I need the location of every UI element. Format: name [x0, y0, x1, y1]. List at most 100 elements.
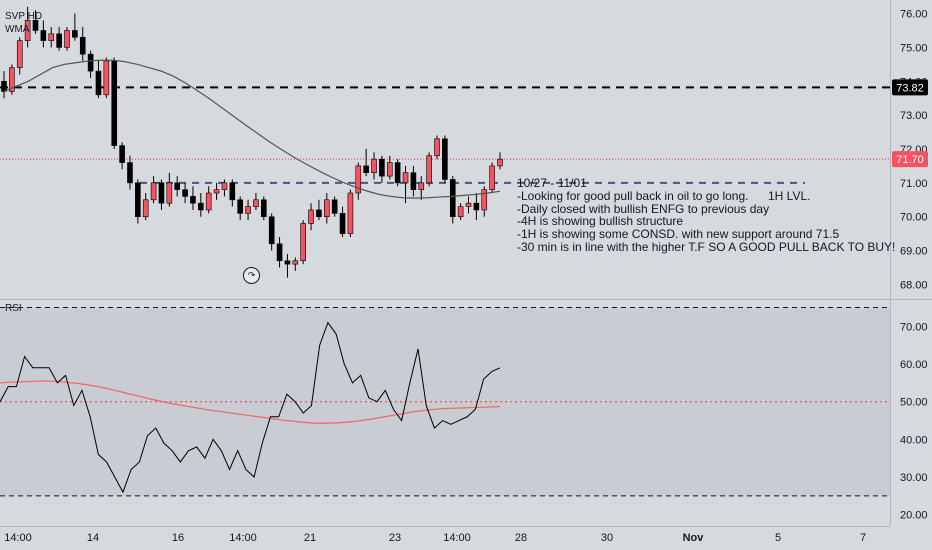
note-line: -30 min is in line with the higher T.F S… [517, 239, 896, 254]
candle-body [394, 162, 401, 184]
time-tick-label: Nov [683, 532, 705, 544]
candle-body [72, 30, 78, 38]
candle-body [339, 213, 346, 234]
price-tick-label: 69.00 [900, 246, 928, 258]
candle-body [347, 192, 354, 234]
candle-body [87, 53, 94, 72]
candle-body [308, 209, 314, 224]
candle-body [24, 20, 31, 41]
legend-symbol[interactable]: SVP HD [5, 11, 43, 22]
candle-body [253, 199, 259, 207]
candle-body [9, 67, 15, 92]
rsi-ma-line [0, 380, 501, 424]
candle-body [229, 182, 236, 201]
candle-body [48, 33, 55, 41]
legend-wma[interactable]: WMA [5, 24, 30, 35]
legend-rsi[interactable]: RSI [5, 303, 22, 314]
price-pane[interactable] [0, 6, 890, 278]
candle-body [1, 80, 7, 92]
rsi-tick-label: 60.00 [900, 359, 928, 371]
candle-body [481, 189, 488, 211]
candle-body [371, 158, 377, 174]
candle-body [221, 182, 228, 190]
candle-body [276, 243, 283, 262]
candle-body [103, 60, 110, 96]
candle-body [166, 182, 173, 204]
candle-body [426, 155, 432, 184]
candle-body [434, 138, 440, 157]
candle-body [331, 199, 338, 214]
time-tick-label: 7 [860, 532, 866, 544]
candle-body [402, 172, 409, 184]
time-tick-label: 30 [601, 532, 613, 544]
price-tick-label: 75.00 [900, 42, 928, 54]
candle-body [127, 162, 133, 184]
note-line: -Daily closed with bullish ENFG to previ… [517, 201, 770, 216]
price-tick-label: 71.00 [900, 178, 928, 190]
last-price-label: 71.70 [896, 154, 924, 166]
candle-body [119, 145, 125, 163]
candle-body [261, 199, 267, 218]
price-tick-label: 68.00 [900, 279, 928, 291]
candle-body [363, 165, 369, 174]
candle-body [56, 33, 62, 48]
candle-body [292, 260, 299, 265]
candle-body [32, 20, 39, 31]
candle-body [213, 189, 220, 194]
time-tick-label: 23 [389, 532, 401, 544]
time-tick-label: 14:00 [4, 532, 32, 544]
rsi-line [0, 321, 501, 494]
price-tick-label: 70.00 [900, 212, 928, 224]
candle-body [386, 162, 393, 177]
candle-body [237, 199, 243, 214]
candle-body [268, 216, 275, 245]
candle-body [95, 70, 102, 96]
rsi-tick-label: 50.00 [900, 397, 928, 409]
rsi-tick-label: 70.00 [900, 321, 928, 333]
candle-body [158, 182, 165, 204]
candle-body [111, 60, 118, 146]
level-label: 1H LVL. [768, 189, 811, 203]
level-price-label: 73.82 [896, 82, 924, 94]
note-line: -Looking for good pull back in oil to go… [517, 188, 749, 203]
candle-body [418, 182, 425, 190]
candle-body [190, 196, 196, 204]
note-line: 10/27 - 11/01 [517, 176, 587, 190]
candle-body [473, 202, 480, 211]
price-tick-label: 73.00 [900, 110, 928, 122]
time-tick-label: 28 [515, 532, 527, 544]
time-tick-label: 14:00 [443, 532, 471, 544]
candle-body [198, 202, 204, 211]
candle-body [497, 158, 503, 167]
candle-body [135, 182, 141, 218]
candle-body [40, 30, 47, 41]
candle-body [457, 206, 464, 218]
candle-body [300, 223, 306, 262]
time-tick-label: 21 [304, 532, 316, 544]
candle-body [174, 182, 181, 190]
candle-body [150, 182, 157, 201]
replay-icon[interactable]: ↷ [243, 267, 260, 284]
candle-body [284, 260, 291, 265]
candle-body [142, 199, 149, 218]
note-line: -4H is showing bullish structure [517, 214, 684, 229]
candle-body [449, 179, 456, 218]
rsi-pane[interactable] [0, 307, 890, 497]
level-price-badge [892, 79, 928, 96]
candle-body [16, 40, 23, 69]
note-line: -1H is showing some CONSD. with new supp… [517, 227, 840, 242]
candle-body [442, 138, 448, 180]
rsi-tick-label: 30.00 [900, 472, 928, 484]
legend: SVP HD WMA [5, 10, 42, 36]
rsi-tick-label: 20.00 [900, 510, 928, 522]
wma-line [3, 59, 501, 199]
candle-body [355, 165, 362, 194]
time-tick-label: 5 [775, 532, 781, 544]
candle-body [79, 36, 86, 55]
time-tick-label: 14:00 [229, 532, 257, 544]
candle-body [465, 202, 472, 207]
candle-body [64, 30, 70, 48]
candle-body [245, 206, 251, 214]
